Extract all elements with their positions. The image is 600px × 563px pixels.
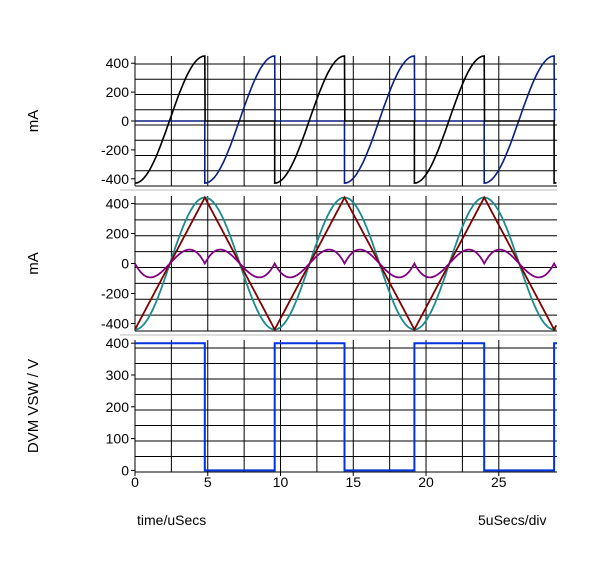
y-tick-label: 400	[106, 55, 130, 71]
y-tick-label: -400	[101, 171, 129, 187]
y-tick-label: 200	[106, 399, 130, 415]
y-tick-label: 0	[121, 256, 129, 272]
y-tick-label: 200	[106, 226, 130, 242]
y-tick-label: 200	[106, 84, 130, 100]
x-tick-label: 15	[345, 474, 361, 490]
y-tick-label: 100	[106, 431, 130, 447]
x-axis-label: time/uSecs	[137, 512, 207, 528]
series-line	[135, 55, 556, 185]
x-tick-label: 0	[131, 474, 139, 490]
x-tick-label: 25	[491, 474, 507, 490]
x-tick-label: 20	[418, 474, 434, 490]
x-tick-label: 10	[273, 474, 289, 490]
y-tick-label: -400	[101, 316, 129, 332]
series-line	[134, 248, 558, 279]
y-tick-label: 300	[106, 367, 130, 383]
y-tick-label: 0	[121, 113, 129, 129]
y-tick-label: -200	[101, 142, 129, 158]
series-line	[134, 195, 558, 332]
series-line	[134, 55, 557, 185]
x-tick-label: 5	[204, 474, 212, 490]
y-axis-label: mA	[25, 110, 42, 133]
y-axis-label: mA	[25, 252, 42, 275]
y-tick-label: -200	[101, 286, 129, 302]
y-tick-label: 400	[106, 335, 130, 351]
series-line	[135, 196, 557, 331]
series-line	[135, 342, 557, 472]
y-axis-label: DVM VSW / V	[25, 359, 42, 453]
time-scale-label: 5uSecs/div	[478, 512, 547, 528]
y-tick-label: 400	[106, 196, 130, 212]
y-tick-label: 0	[121, 462, 129, 478]
